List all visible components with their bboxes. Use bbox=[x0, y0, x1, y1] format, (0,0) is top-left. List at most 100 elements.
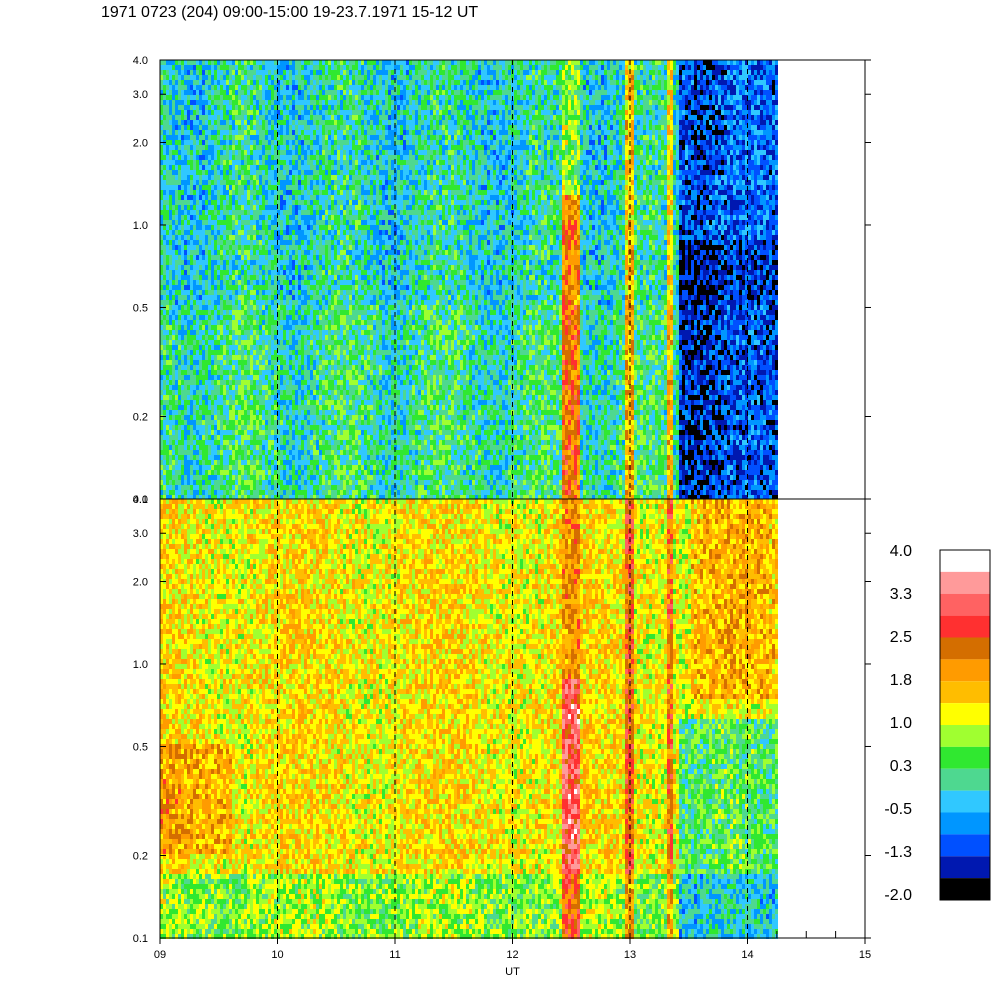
heatmap-cell bbox=[259, 145, 262, 150]
heatmap-cell bbox=[163, 405, 166, 410]
heatmap-cell bbox=[202, 90, 205, 95]
heatmap-cell bbox=[208, 125, 211, 130]
heatmap-cell bbox=[244, 220, 247, 225]
heatmap-cell bbox=[163, 370, 166, 375]
heatmap-cell bbox=[202, 430, 205, 435]
heatmap-cell bbox=[172, 110, 175, 115]
heatmap-cell bbox=[190, 65, 193, 70]
heatmap-cell bbox=[223, 445, 226, 450]
heatmap-cell bbox=[244, 450, 247, 455]
heatmap-cell bbox=[217, 440, 220, 445]
heatmap-cell bbox=[250, 455, 253, 460]
heatmap-cell bbox=[184, 345, 187, 350]
heatmap-cell bbox=[217, 175, 220, 180]
heatmap-cell bbox=[256, 440, 259, 445]
heatmap-cell bbox=[181, 445, 184, 450]
heatmap-cell bbox=[181, 150, 184, 155]
heatmap-cell bbox=[184, 130, 187, 135]
heatmap-cell bbox=[169, 355, 172, 360]
heatmap-cell bbox=[229, 75, 232, 80]
heatmap-cell bbox=[244, 310, 247, 315]
heatmap-cell bbox=[169, 480, 172, 485]
heatmap-cell bbox=[181, 95, 184, 100]
heatmap-cell bbox=[187, 305, 190, 310]
heatmap-cell bbox=[175, 380, 178, 385]
heatmap-cell bbox=[259, 220, 262, 225]
heatmap-cell bbox=[250, 370, 253, 375]
heatmap-cell bbox=[166, 345, 169, 350]
heatmap-cell bbox=[172, 335, 175, 340]
heatmap-cell bbox=[214, 250, 217, 255]
heatmap-cell bbox=[187, 235, 190, 240]
heatmap-cell bbox=[244, 75, 247, 80]
heatmap-cell bbox=[202, 420, 205, 425]
heatmap-cell bbox=[199, 315, 202, 320]
heatmap-cell bbox=[256, 70, 259, 75]
heatmap-cell bbox=[172, 85, 175, 90]
heatmap-cell bbox=[250, 230, 253, 235]
heatmap-cell bbox=[244, 60, 247, 65]
heatmap-cell bbox=[262, 375, 265, 380]
heatmap-cell bbox=[181, 485, 184, 490]
heatmap-cell bbox=[199, 385, 202, 390]
heatmap-cell bbox=[256, 80, 259, 85]
heatmap-cell bbox=[244, 460, 247, 465]
heatmap-cell bbox=[163, 410, 166, 415]
heatmap-cell bbox=[163, 340, 166, 345]
heatmap-cell bbox=[163, 185, 166, 190]
heatmap-cell bbox=[256, 340, 259, 345]
heatmap-cell bbox=[235, 400, 238, 405]
heatmap-cell bbox=[250, 330, 253, 335]
heatmap-cell bbox=[238, 405, 241, 410]
heatmap-cell bbox=[178, 420, 181, 425]
heatmap-cell bbox=[163, 60, 166, 65]
heatmap-cell bbox=[172, 450, 175, 455]
heatmap-cell bbox=[253, 220, 256, 225]
heatmap-cell bbox=[163, 400, 166, 405]
heatmap-cell bbox=[169, 465, 172, 470]
heatmap-cell bbox=[265, 465, 268, 470]
heatmap-cell bbox=[241, 190, 244, 195]
heatmap-cell bbox=[202, 380, 205, 385]
heatmap-cell bbox=[262, 255, 265, 260]
heatmap-cell bbox=[205, 360, 208, 365]
heatmap-cell bbox=[205, 255, 208, 260]
heatmap-cell bbox=[187, 135, 190, 140]
heatmap-cell bbox=[208, 400, 211, 405]
heatmap-cell bbox=[166, 275, 169, 280]
heatmap-cell bbox=[211, 455, 214, 460]
heatmap-cell bbox=[259, 195, 262, 200]
heatmap-cell bbox=[253, 110, 256, 115]
heatmap-cell bbox=[190, 135, 193, 140]
heatmap-cell bbox=[229, 105, 232, 110]
heatmap-cell bbox=[178, 460, 181, 465]
heatmap-cell bbox=[241, 185, 244, 190]
heatmap-cell bbox=[208, 180, 211, 185]
heatmap-cell bbox=[265, 325, 268, 330]
heatmap-cell bbox=[169, 180, 172, 185]
heatmap-cell bbox=[250, 215, 253, 220]
heatmap-cell bbox=[256, 345, 259, 350]
heatmap-cell bbox=[262, 90, 265, 95]
heatmap-cell bbox=[244, 420, 247, 425]
heatmap-cell bbox=[223, 480, 226, 485]
heatmap-cell bbox=[190, 160, 193, 165]
heatmap-cell bbox=[202, 370, 205, 375]
heatmap-cell bbox=[256, 275, 259, 280]
heatmap-cell bbox=[262, 85, 265, 90]
heatmap-cell bbox=[235, 240, 238, 245]
heatmap-cell bbox=[250, 400, 253, 405]
heatmap-cell bbox=[220, 60, 223, 65]
heatmap-cell bbox=[208, 330, 211, 335]
heatmap-cell bbox=[250, 210, 253, 215]
heatmap-cell bbox=[223, 190, 226, 195]
heatmap-cell bbox=[223, 200, 226, 205]
heatmap-cell bbox=[172, 355, 175, 360]
heatmap-cell bbox=[172, 60, 175, 65]
heatmap-cell bbox=[184, 340, 187, 345]
heatmap-cell bbox=[172, 95, 175, 100]
heatmap-cell bbox=[235, 345, 238, 350]
heatmap-cell bbox=[253, 470, 256, 475]
heatmap-cell bbox=[220, 380, 223, 385]
heatmap-cell bbox=[250, 350, 253, 355]
